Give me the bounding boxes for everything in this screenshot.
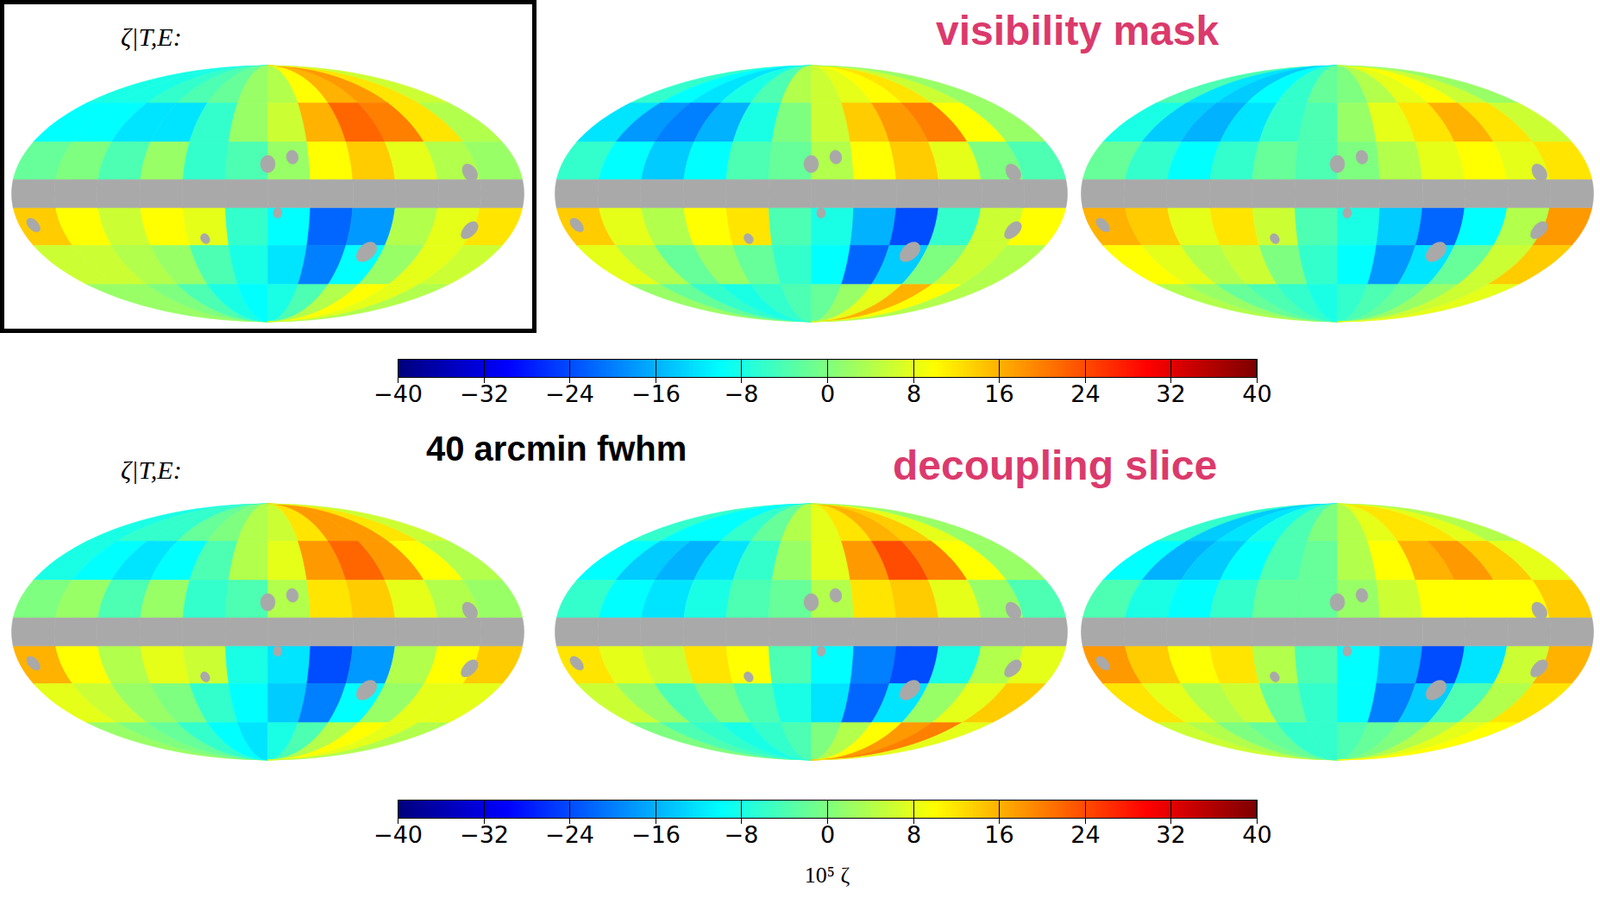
svg-text:40: 40 — [1242, 380, 1272, 408]
svg-text:0: 0 — [820, 821, 835, 848]
svg-text:40: 40 — [1242, 821, 1272, 848]
svg-text:−32: −32 — [459, 821, 509, 848]
svg-text:0: 0 — [820, 380, 835, 408]
svg-text:24: 24 — [1070, 821, 1100, 848]
svg-text:32: 32 — [1155, 380, 1186, 408]
svg-text:−40: −40 — [373, 380, 423, 408]
svg-text:−16: −16 — [631, 380, 681, 408]
svg-text:32: 32 — [1155, 821, 1186, 848]
svg-text:16: 16 — [984, 380, 1014, 408]
svg-text:8: 8 — [906, 380, 922, 408]
svg-text:−8: −8 — [724, 821, 760, 848]
svg-text:8: 8 — [906, 821, 922, 848]
html-text:ζ|T,E:: ζ|T,E: — [120, 22, 182, 51]
svg-text:−24: −24 — [545, 380, 595, 408]
html-text:visibility mask: visibility mask — [935, 7, 1219, 54]
svg-text:−16: −16 — [631, 821, 681, 848]
svg-text:−24: −24 — [545, 821, 595, 848]
html-text:40 arcmin fwhm: 40 arcmin fwhm — [426, 429, 687, 468]
html-text:10⁵ ζ: 10⁵ ζ — [804, 862, 850, 888]
svg-text:−32: −32 — [459, 380, 509, 408]
svg-text:−40: −40 — [373, 821, 423, 848]
svg-text:16: 16 — [984, 821, 1014, 848]
svg-text:24: 24 — [1070, 380, 1100, 408]
html-text:decoupling slice: decoupling slice — [892, 442, 1218, 489]
svg-text:−8: −8 — [724, 380, 760, 408]
html-text:ζ|T,E:: ζ|T,E: — [120, 455, 182, 484]
